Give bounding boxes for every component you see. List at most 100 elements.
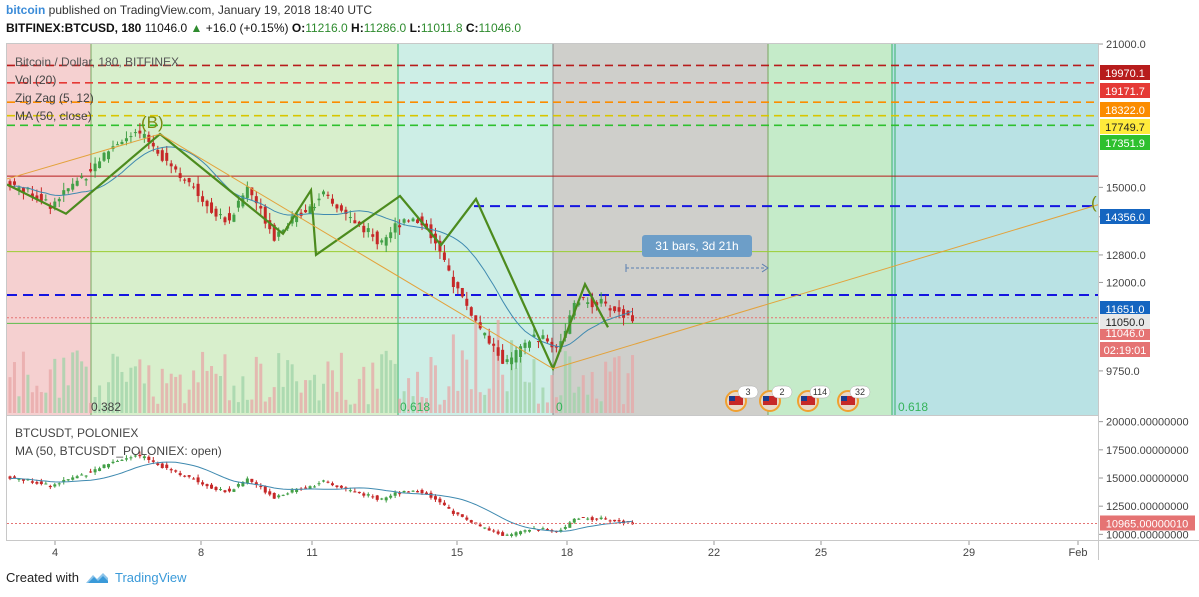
- candle-body: [608, 520, 612, 522]
- event-count-pill: [809, 385, 831, 399]
- event-count-pill: [771, 385, 793, 399]
- tradingview-link[interactable]: TradingView: [114, 570, 187, 585]
- candle-body: [559, 529, 563, 532]
- volume-bar: [622, 404, 626, 413]
- candle-body: [456, 282, 460, 289]
- candle-body: [236, 200, 240, 208]
- candle-body: [165, 464, 169, 469]
- trend-line: [552, 204, 1099, 370]
- candle-body: [53, 484, 57, 487]
- candle-body: [572, 518, 576, 523]
- volume-bar: [451, 334, 455, 413]
- volume-bar: [308, 380, 312, 413]
- candle-body: [254, 482, 258, 485]
- candle-body: [295, 488, 299, 493]
- candle-body: [586, 518, 590, 520]
- candle-body: [129, 136, 133, 138]
- volume-legend[interactable]: Vol (20): [15, 73, 57, 87]
- volume-bar: [178, 374, 182, 413]
- volume-bar: [183, 403, 187, 413]
- volume-bar: [39, 392, 43, 413]
- candle-body: [272, 224, 276, 241]
- volume-bar: [393, 363, 397, 413]
- candle-body: [317, 483, 321, 485]
- volume-bar: [366, 404, 370, 413]
- candle-body: [98, 161, 102, 169]
- pane2-ma-legend[interactable]: MA (50, BTCUSDT_POLONIEX: open): [15, 444, 222, 458]
- price-label-badge: [1100, 65, 1150, 80]
- volume-bar: [21, 351, 25, 413]
- high-label: H:: [351, 21, 364, 35]
- candle-body: [335, 485, 339, 487]
- close-value: 11046.0: [478, 21, 522, 35]
- candle-body: [133, 455, 137, 457]
- low-label: L:: [409, 21, 421, 35]
- candle-body: [133, 132, 137, 134]
- volume-bar: [160, 368, 164, 413]
- event-count: 3: [745, 387, 750, 397]
- axis-tick-label: 12800.0: [1106, 250, 1146, 262]
- volume-bar: [290, 364, 294, 413]
- candle-body: [577, 518, 581, 520]
- candle-body: [89, 169, 93, 172]
- price-label-badge: [1100, 301, 1150, 316]
- candle-body: [613, 519, 617, 522]
- volume-bar: [416, 371, 420, 413]
- candle-body: [496, 347, 500, 356]
- pane1-title: Bitcoin / Dollar, 180, BITFINEX: [15, 55, 180, 69]
- volume-bar: [604, 361, 608, 413]
- candle-body: [53, 201, 57, 208]
- volume-bar: [53, 358, 57, 413]
- candle-body: [107, 151, 111, 160]
- candle-body: [107, 464, 111, 468]
- fib-time-label: 0.618: [898, 400, 928, 414]
- volume-bar: [375, 388, 379, 413]
- price-label-text: 11050.0: [1106, 317, 1145, 329]
- volume-bar: [165, 383, 169, 413]
- candle-body: [183, 475, 187, 477]
- volume-bar: [348, 404, 352, 413]
- publish-info: published on TradingView.com, January 19…: [48, 3, 372, 17]
- ma-legend[interactable]: MA (50, close): [15, 109, 92, 123]
- candle-body: [545, 529, 549, 531]
- volume-bar: [254, 356, 258, 413]
- candle-body: [402, 490, 406, 493]
- candle-body: [66, 479, 70, 481]
- candle-body: [89, 471, 93, 473]
- volume-bar: [586, 394, 590, 413]
- candle-body: [586, 302, 590, 304]
- volume-bar: [250, 399, 254, 413]
- candle-body: [277, 231, 281, 237]
- zigzag-line: [6, 132, 609, 372]
- candle-body: [138, 454, 142, 457]
- candle-body: [514, 532, 518, 536]
- candle-body: [326, 194, 330, 196]
- candle-body: [595, 518, 599, 520]
- close-label: C:: [465, 21, 479, 35]
- candle-body: [505, 359, 509, 363]
- author-link[interactable]: bitcoin: [6, 3, 46, 17]
- volume-bar: [626, 373, 630, 413]
- volume-bar: [129, 367, 133, 413]
- volume-bar: [447, 386, 451, 413]
- volume-bar: [57, 397, 61, 413]
- candle-body: [12, 476, 16, 478]
- price-label-badge: [1100, 209, 1150, 224]
- candle-body: [201, 196, 205, 202]
- volume-bar: [362, 366, 366, 413]
- volume-bar: [438, 404, 442, 413]
- candle-body: [156, 149, 160, 154]
- volume-bar: [93, 396, 97, 413]
- time-tick-label: 22: [708, 547, 720, 559]
- candle-body: [384, 237, 388, 246]
- candle-body: [151, 142, 155, 147]
- axis-tick-label: 21000.0: [1106, 39, 1146, 51]
- candle-body: [604, 301, 608, 304]
- zigzag-legend[interactable]: Zig Zag (5, 12): [15, 91, 94, 105]
- candle-body: [451, 276, 455, 288]
- candle-body: [259, 486, 263, 488]
- candle-body: [227, 488, 231, 492]
- price-label-badge: [1100, 515, 1195, 531]
